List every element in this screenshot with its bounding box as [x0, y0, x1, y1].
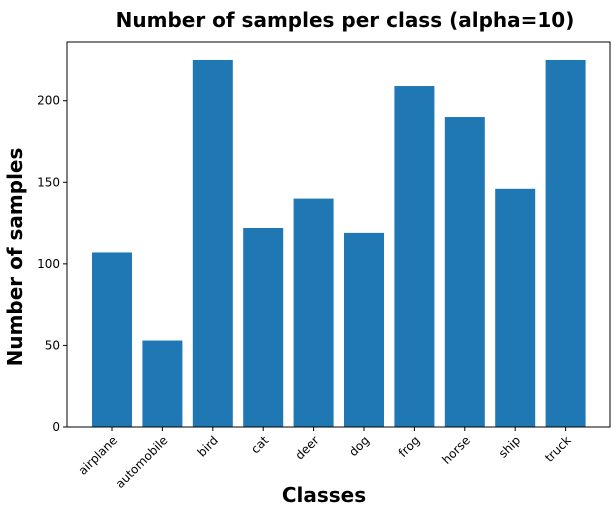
bar-airplane — [92, 252, 132, 427]
y-tick-label: 0 — [52, 420, 60, 434]
x-tick-label: frog — [396, 433, 423, 460]
x-tick-label: automobile — [113, 433, 171, 491]
bar-automobile — [142, 340, 183, 427]
bar-truck — [545, 59, 586, 427]
x-tick-label: deer — [292, 433, 321, 462]
bar-deer — [293, 198, 334, 427]
bar-cat — [243, 227, 284, 427]
x-tick-label: horse — [439, 433, 473, 467]
y-axis-label: Number of samples — [3, 148, 27, 367]
bar-bird — [192, 59, 233, 427]
y-axis-ticks: 0 50 100 150 200 — [37, 94, 67, 434]
plot-frame — [66, 41, 611, 428]
bar-dog — [344, 232, 384, 427]
x-tick-label: cat — [248, 433, 271, 456]
bar-frog — [394, 86, 435, 428]
bar-horse — [444, 117, 485, 428]
bar-ship — [495, 188, 536, 427]
x-tick-label: airplane — [76, 433, 120, 477]
x-tick-label: truck — [542, 433, 574, 465]
x-tick-label: bird — [195, 433, 221, 459]
y-tick-label: 150 — [37, 175, 60, 189]
y-tick-label: 50 — [45, 338, 60, 352]
x-tick-label: dog — [346, 433, 372, 459]
x-axis-label: Classes — [282, 483, 366, 507]
bars-group — [92, 59, 586, 428]
x-tick-label: ship — [496, 433, 523, 460]
chart-title: Number of samples per class (alpha=10) — [116, 8, 575, 32]
y-tick-label: 100 — [37, 257, 60, 271]
y-tick-label: 200 — [37, 94, 60, 108]
